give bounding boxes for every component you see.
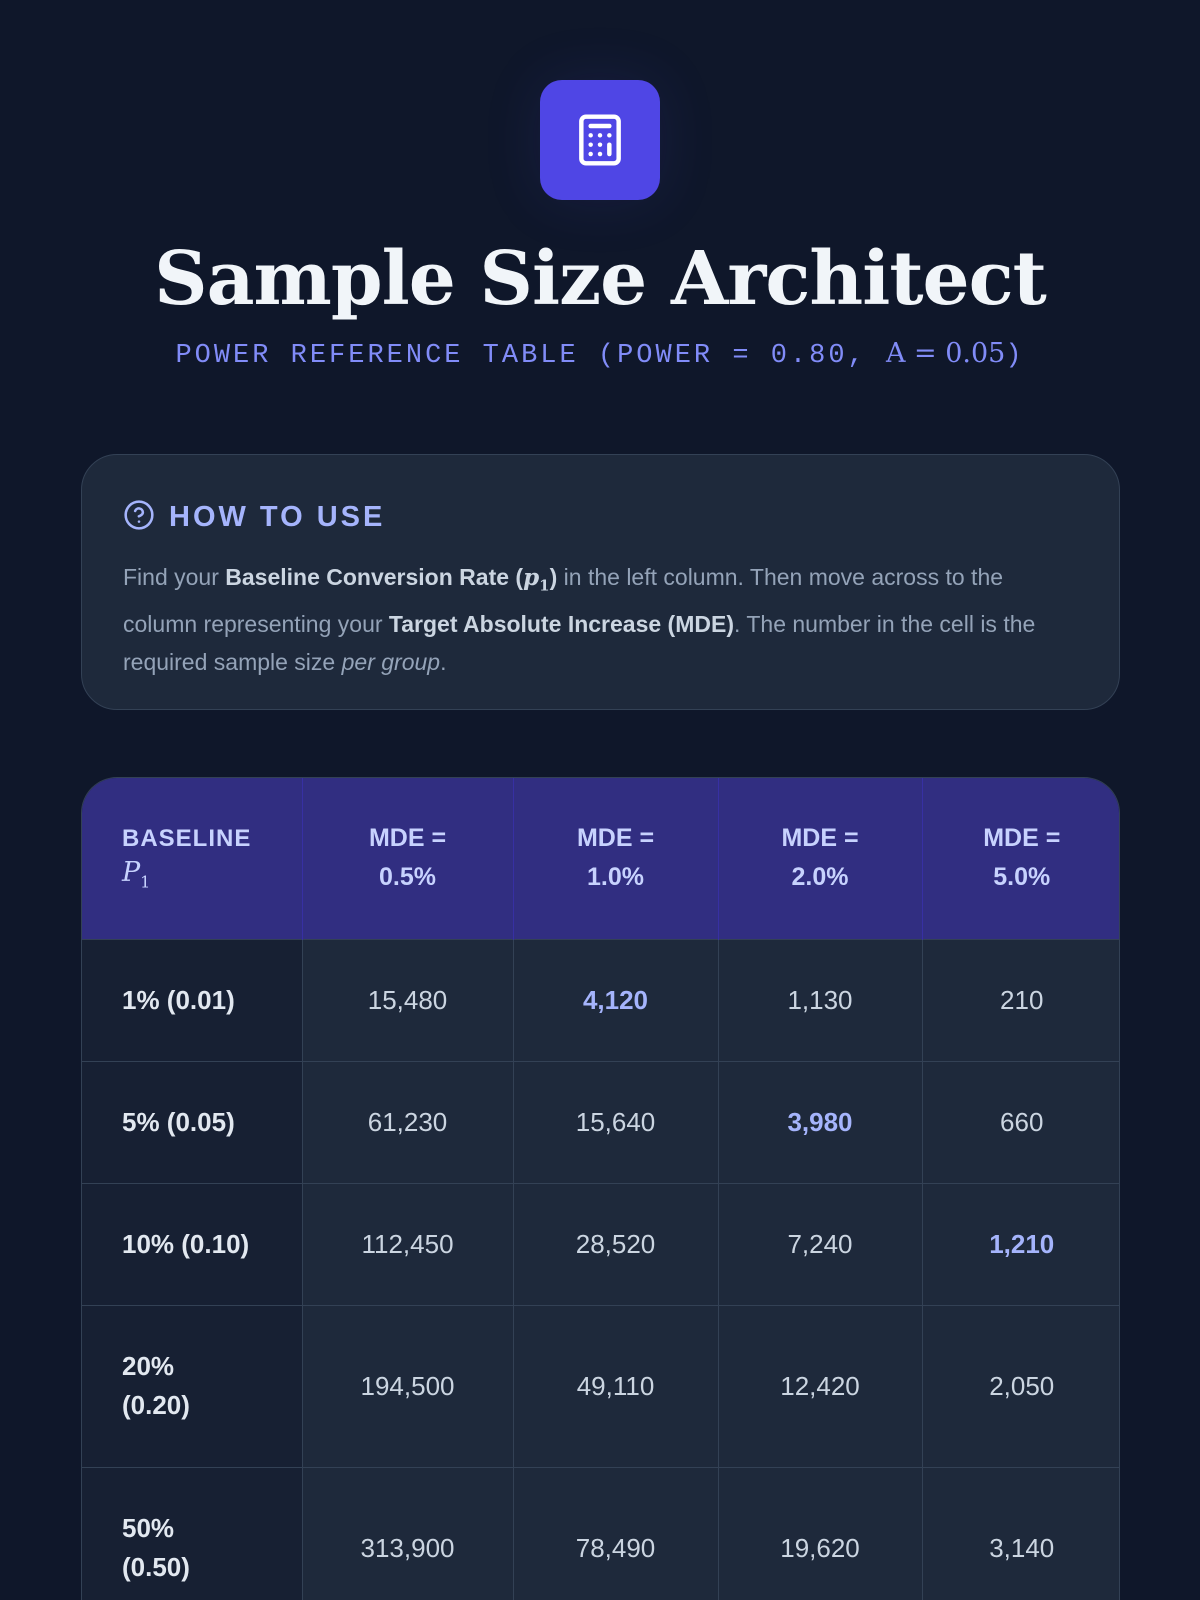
table-row: 50% (0.50) 313,900 78,490 19,620 3,140 (82, 1466, 1119, 1600)
hero-header: Sample Size Architect POWER REFERENCE TA… (0, 0, 1200, 371)
table-header-row: BASELINE P1 MDE = 0.5% MDE = 1.0% MDE = 2.0… (82, 778, 1119, 939)
sample-size-cell: 3,980 (718, 1060, 923, 1183)
howto-text-part: . The number in the cell is the required… (123, 610, 1036, 675)
baseline-row-label: 1% (0.01) (82, 938, 303, 1061)
baseline-row-label: 50% (0.50) (82, 1466, 303, 1600)
baseline-header-label: BASELINE (122, 825, 252, 853)
mde-column-header: MDE = 1.0% (513, 778, 719, 939)
baseline-row-label: 10% (0.10) (82, 1182, 303, 1305)
sample-size-cell: 2,050 (922, 1304, 1119, 1467)
how-to-use-card: HOW TO USE Find your Baseline Conversion… (81, 454, 1120, 710)
mde-header-line1: MDE = (576, 824, 655, 853)
mde-header-line2: 1.0% (587, 863, 644, 892)
per-group-term: per group (341, 648, 441, 675)
sample-size-cell: 4,120 (513, 938, 719, 1061)
baseline-column-header: BASELINE P1 (82, 778, 303, 939)
howto-text-part: Find your (123, 564, 226, 590)
baseline-row-label: 20% (0.20) (82, 1304, 303, 1467)
baseline-symbol-letter: P (122, 857, 141, 889)
sample-size-cell: 15,640 (513, 1060, 719, 1183)
mde-column-header: MDE = 0.5% (302, 778, 514, 939)
how-to-use-title: HOW TO USE (169, 501, 386, 533)
baseline-header-symbol: P1 (122, 858, 302, 897)
mde-header-line1: MDE = (368, 824, 447, 853)
mde-header-line2: 2.0% (791, 863, 849, 892)
mde-header-line1: MDE = (781, 824, 859, 853)
mde-header-line2: 5.0% (993, 863, 1051, 892)
table-row: 1% (0.01) 15,480 4,120 1,130 210 (82, 938, 1119, 1061)
help-circle-icon (123, 499, 155, 536)
subtitle-alpha: Α = 0.05 (885, 338, 1006, 369)
p-subscript: 1 (539, 576, 550, 595)
how-to-use-header: HOW TO USE (123, 499, 1079, 536)
sample-size-cell: 7,240 (718, 1182, 923, 1305)
mde-header-line2: 0.5% (379, 863, 436, 892)
sample-size-cell: 313,900 (302, 1466, 514, 1600)
sample-size-cell: 15,480 (302, 938, 514, 1061)
baseline-row-label: 5% (0.05) (82, 1060, 303, 1183)
subtitle-suffix: ) (1005, 341, 1025, 371)
page-title: Sample Size Architect (154, 236, 1047, 322)
sample-size-cell: 28,520 (513, 1182, 719, 1305)
sample-size-cell: 78,490 (513, 1466, 719, 1600)
sample-size-cell: 49,110 (513, 1304, 719, 1467)
p1-symbol: p1 (523, 564, 550, 595)
sample-size-cell: 112,450 (302, 1182, 514, 1305)
howto-text-part: . (440, 648, 447, 675)
sample-size-cell: 660 (922, 1060, 1119, 1183)
sample-size-table: BASELINE P1 MDE = 0.5% MDE = 1.0% MDE = 2.0… (82, 778, 1119, 1600)
mde-header-line1: MDE = (983, 824, 1061, 853)
subtitle-prefix: POWER REFERENCE TABLE (POWER = 0.80, (175, 341, 886, 371)
how-to-use-text: Find your Baseline Conversion Rate (p1) … (123, 558, 1079, 681)
sample-size-cell: 1,130 (718, 938, 923, 1061)
sample-size-cell: 61,230 (302, 1060, 514, 1183)
table-row: 10% (0.10) 112,450 28,520 7,240 1,210 (82, 1182, 1119, 1305)
power-reference-table: BASELINE P1 MDE = 0.5% MDE = 1.0% MDE = 2.0… (81, 777, 1120, 1600)
sample-size-cell: 210 (922, 938, 1119, 1061)
howto-text-part: in the left column. Then move across to … (123, 564, 1004, 637)
mde-term: Target Absolute Increase (MDE) (388, 610, 734, 637)
sample-size-cell: 1,210 (922, 1182, 1119, 1305)
sample-size-cell: 12,420 (718, 1304, 923, 1467)
baseline-rate-label: Baseline Conversion Rate ( (225, 564, 524, 590)
table-body: 1% (0.01) 15,480 4,120 1,130 210 5% (0.05) 61,… (82, 938, 1119, 1600)
mde-column-header: MDE = 5.0% (922, 778, 1119, 939)
page-subtitle: POWER REFERENCE TABLE (POWER = 0.80, Α =… (0, 338, 1200, 371)
p-letter: p (523, 564, 540, 591)
sample-size-cell: 3,140 (922, 1466, 1119, 1600)
sample-size-cell: 194,500 (302, 1304, 514, 1467)
baseline-rate-term: Baseline Conversion Rate (p1) (225, 564, 558, 595)
sample-size-cell: 19,620 (718, 1466, 923, 1600)
table-row: 5% (0.05) 61,230 15,640 3,980 660 (82, 1060, 1119, 1183)
calculator-icon (540, 80, 660, 200)
baseline-symbol-subscript: 1 (140, 872, 151, 892)
paren-close: ) (549, 564, 558, 590)
mde-column-header: MDE = 2.0% (718, 778, 923, 939)
table-row: 20% (0.20) 194,500 49,110 12,420 2,050 (82, 1304, 1119, 1467)
